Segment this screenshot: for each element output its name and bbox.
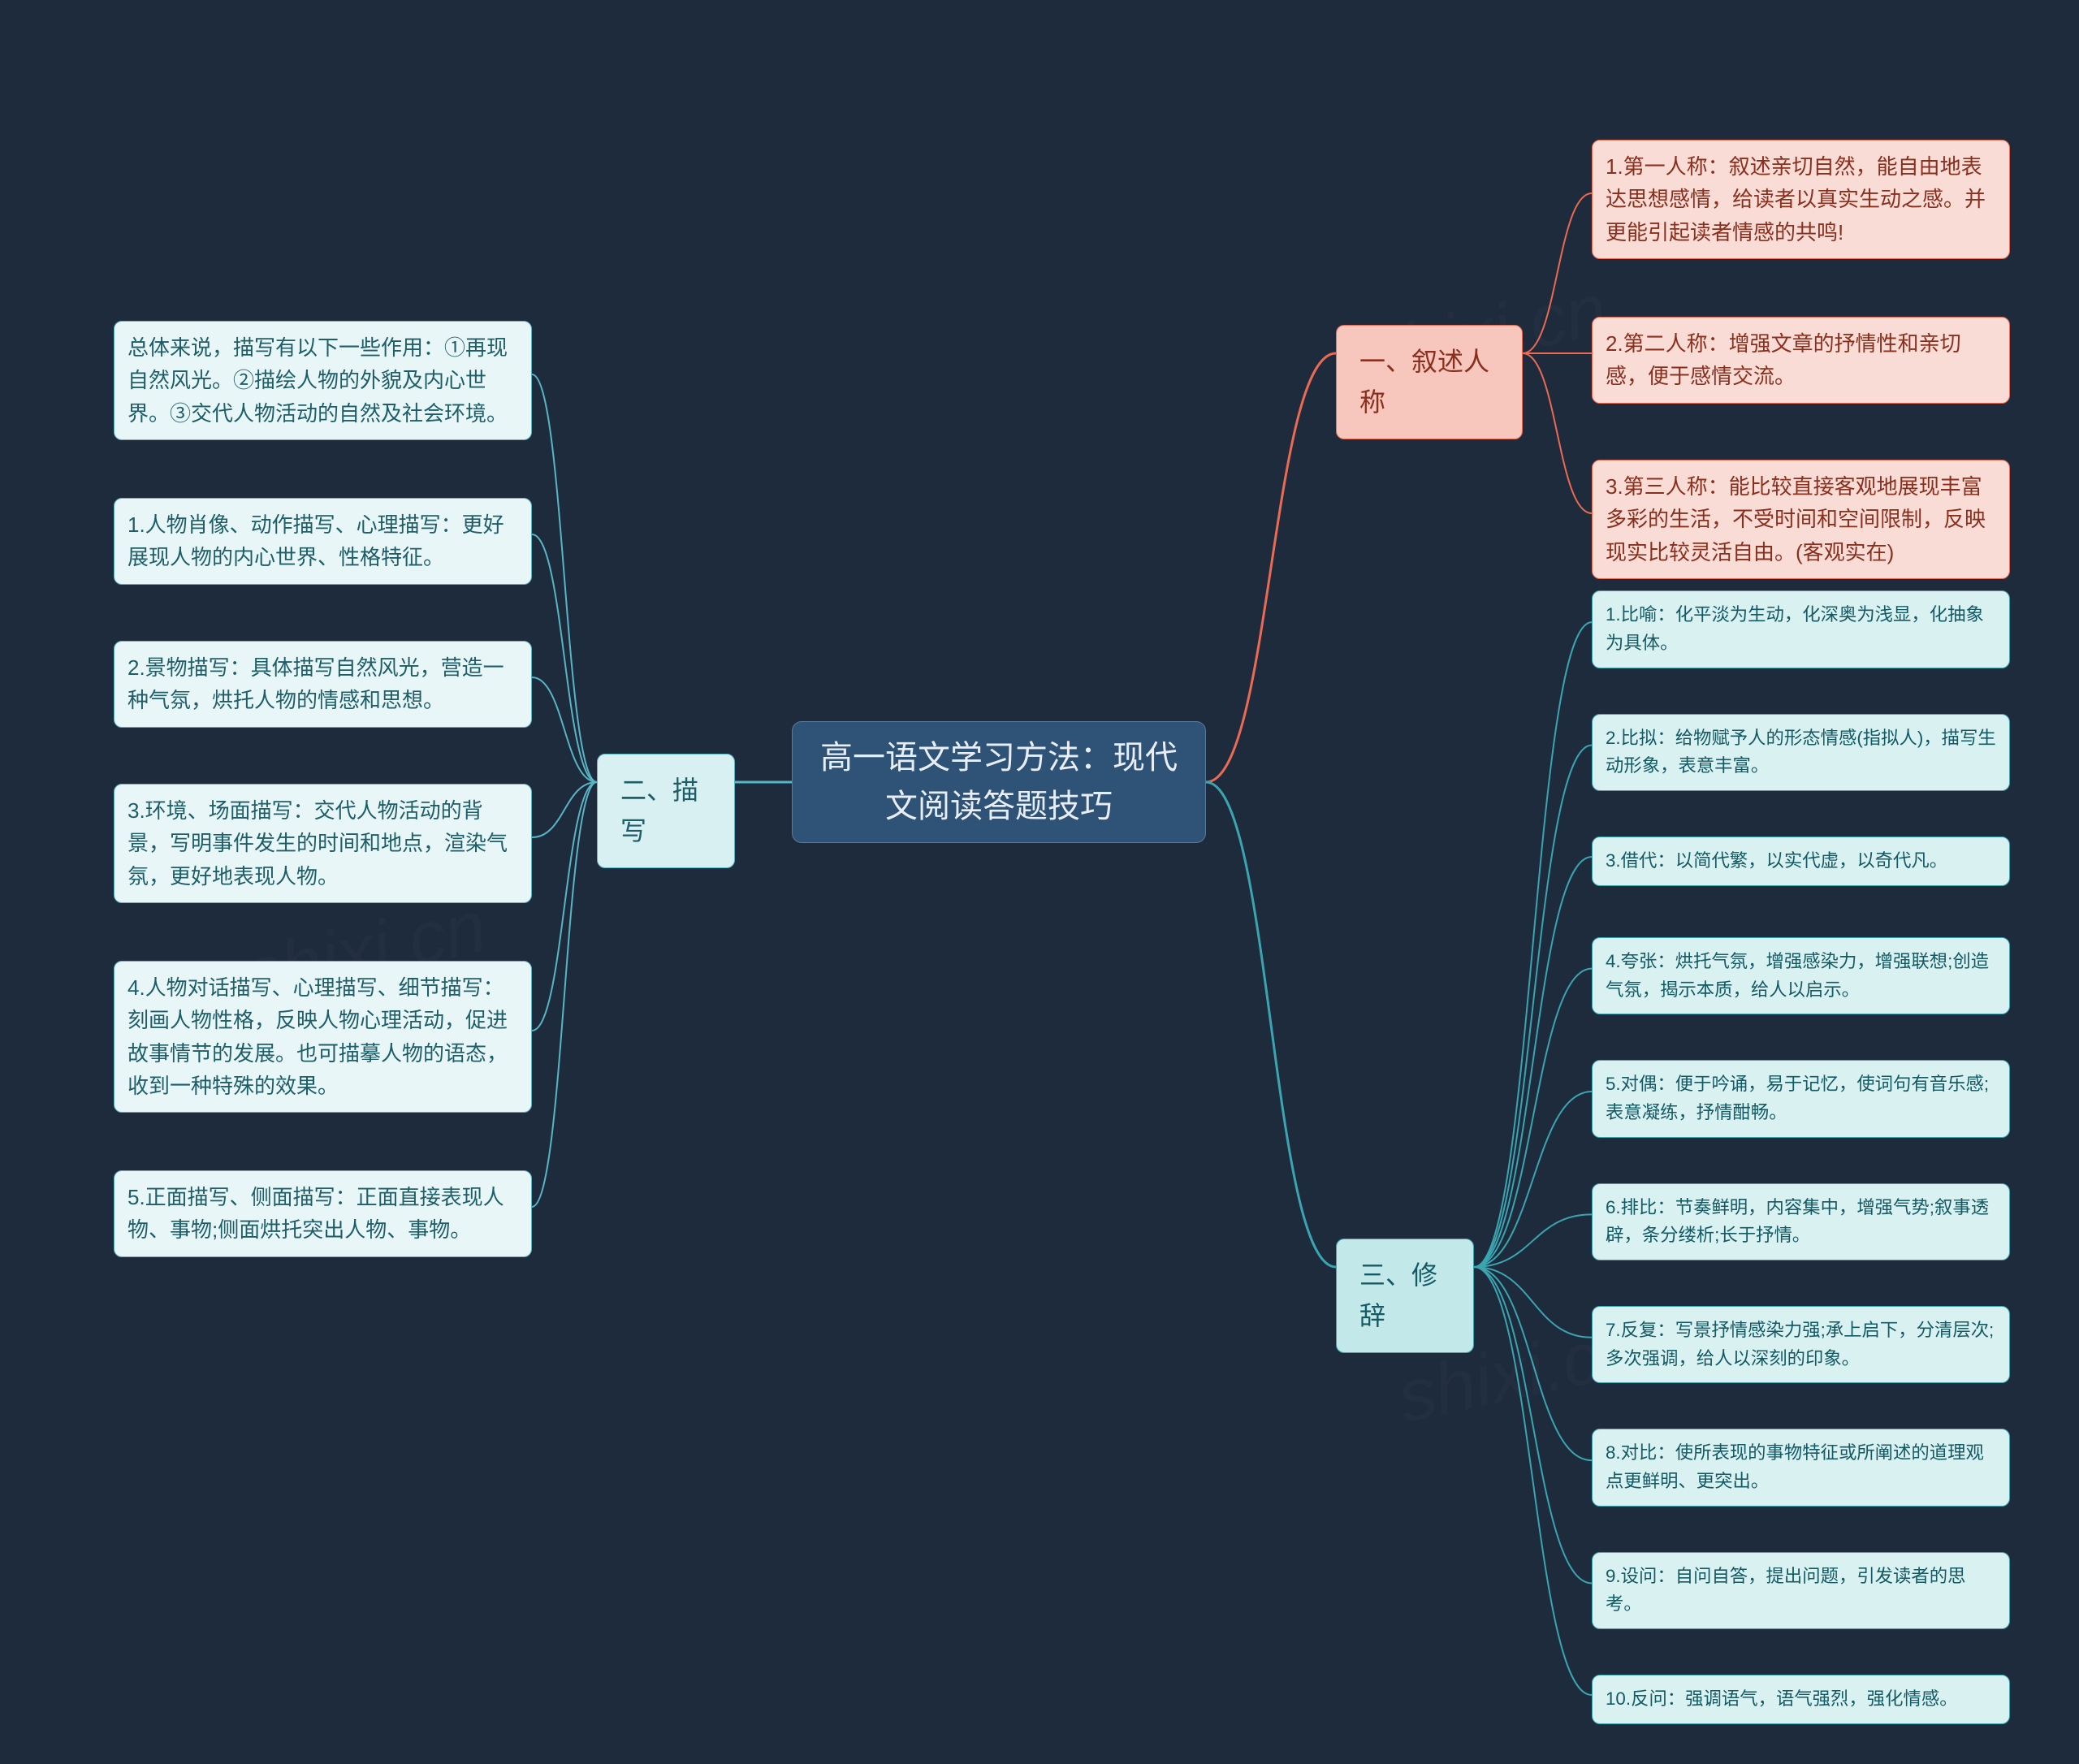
leaf-node-b2-3: 3.环境、场面描写：交代人物活动的背景，写明事件发生的时间和地点，渲染气氛，更好… — [114, 784, 532, 903]
leaf-node-b1-0: 1.第一人称：叙述亲切自然，能自由地表达思想感情，给读者以真实生动之感。并更能引… — [1592, 140, 2010, 259]
leaf-node-b1-1: 2.第二人称：增强文章的抒情性和亲切感，便于感情交流。 — [1592, 317, 2010, 404]
leaf-node-b2-5: 5.正面描写、侧面描写：正面直接表现人物、事物;侧面烘托突出人物、事物。 — [114, 1170, 532, 1257]
leaf-node-b2-4: 4.人物对话描写、心理描写、细节描写：刻画人物性格，反映人物心理活动，促进故事情… — [114, 961, 532, 1113]
leaf-node-b3-4: 5.对偶：便于吟诵，易于记忆，使词句有音乐感;表意凝练，抒情酣畅。 — [1592, 1060, 2010, 1137]
leaf-node-b2-1: 1.人物肖像、动作描写、心理描写：更好展现人物的内心世界、性格特征。 — [114, 498, 532, 585]
leaf-node-b2-2: 2.景物描写：具体描写自然风光，营造一种气氛，烘托人物的情感和思想。 — [114, 641, 532, 728]
leaf-node-b3-0: 1.比喻：化平淡为生动，化深奥为浅显，化抽象为具体。 — [1592, 590, 2010, 668]
branch-node-b3: 三、修辞 — [1336, 1239, 1474, 1353]
leaf-node-b2-0: 总体来说，描写有以下一些作用：①再现自然风光。②描绘人物的外貌及内心世界。③交代… — [114, 321, 532, 440]
center-node: 高一语文学习方法：现代文阅读答题技巧 — [792, 721, 1206, 843]
leaf-node-b3-5: 6.排比：节奏鲜明，内容集中，增强气势;叙事透辟，条分缕析;长于抒情。 — [1592, 1183, 2010, 1260]
branch-node-b2: 二、描写 — [597, 754, 735, 868]
leaf-node-b3-9: 10.反问：强调语气，语气强烈，强化情感。 — [1592, 1675, 2010, 1724]
leaf-node-b3-6: 7.反复：写景抒情感染力强;承上启下，分清层次;多次强调，给人以深刻的印象。 — [1592, 1306, 2010, 1383]
branch-node-b1: 一、叙述人称 — [1336, 325, 1523, 439]
leaf-node-b3-7: 8.对比：使所表现的事物特征或所阐述的道理观点更鲜明、更突出。 — [1592, 1429, 2010, 1506]
leaf-node-b1-2: 3.第三人称：能比较直接客观地展现丰富多彩的生活，不受时间和空间限制，反映现实比… — [1592, 460, 2010, 579]
leaf-node-b3-2: 3.借代：以简代繁，以实代虚，以奇代凡。 — [1592, 837, 2010, 886]
leaf-node-b3-1: 2.比拟：给物赋予人的形态情感(指拟人)，描写生动形象，表意丰富。 — [1592, 714, 2010, 791]
leaf-node-b3-3: 4.夸张：烘托气氛，增强感染力，增强联想;创造气氛，揭示本质，给人以启示。 — [1592, 937, 2010, 1014]
leaf-node-b3-8: 9.设问：自问自答，提出问题，引发读者的思考。 — [1592, 1552, 2010, 1629]
